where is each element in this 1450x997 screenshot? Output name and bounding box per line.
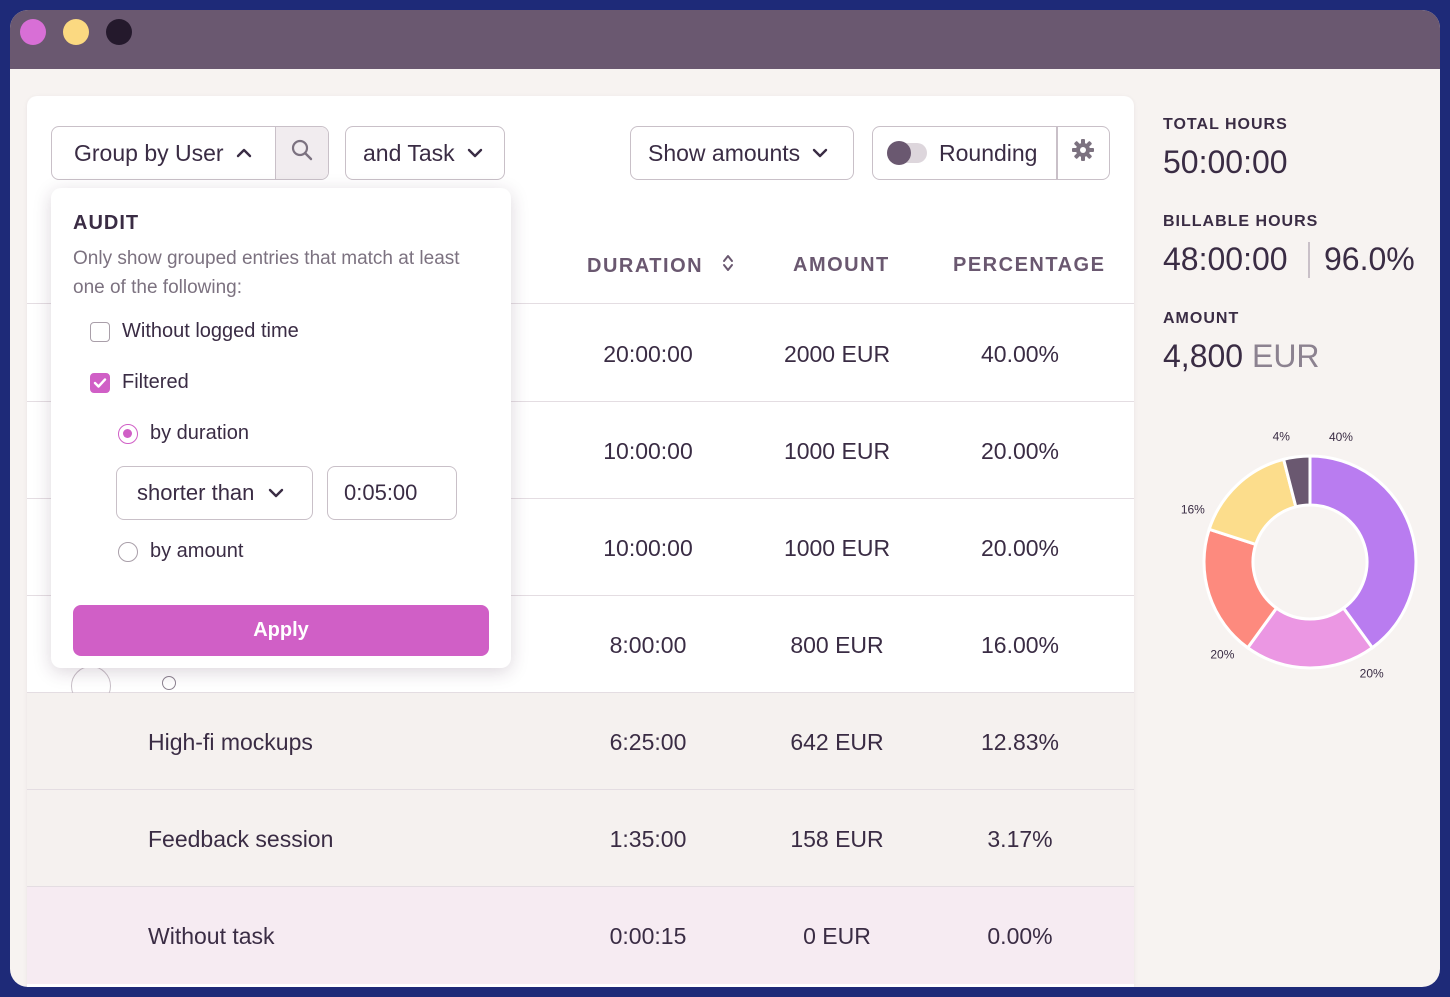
- apply-button[interactable]: Apply: [73, 605, 489, 656]
- chevron-down-icon: [812, 145, 828, 162]
- table-header: DURATION AMOUNT PERCENTAGE: [27, 226, 1134, 304]
- audit-title: AUDIT: [73, 212, 140, 234]
- row-percentage: 40.00%: [980, 341, 1059, 367]
- by-duration-option[interactable]: by duration: [118, 422, 249, 445]
- comparator-select[interactable]: shorter than: [116, 466, 313, 520]
- gear-icon: [1071, 138, 1095, 168]
- divider: [1308, 242, 1310, 278]
- row-duration: 10:00:00: [603, 438, 693, 464]
- row-amount: 1000 EUR: [783, 438, 891, 464]
- divider: [275, 127, 277, 179]
- row-duration: 1:35:00: [609, 826, 687, 852]
- table-row-task[interactable]: Feedback session 1:35:00 158 EUR 3.17%: [27, 790, 1134, 887]
- donut-slice-label: 20%: [1210, 647, 1234, 661]
- search-button[interactable]: [276, 127, 328, 179]
- row-percentage: 12.83%: [980, 729, 1059, 755]
- row-amount: 2000 EUR: [783, 341, 891, 367]
- filtered-option[interactable]: Filtered: [90, 371, 189, 394]
- total-hours-label: TOTAL HOURS: [1163, 116, 1288, 133]
- comparator-value: shorter than: [137, 480, 255, 505]
- row-percentage: 16.00%: [980, 632, 1059, 658]
- row-amount: 642 EUR: [790, 729, 884, 755]
- expand-icon: [162, 676, 176, 690]
- by-amount-option[interactable]: by amount: [118, 540, 243, 563]
- by-amount-radio[interactable]: [118, 541, 138, 562]
- duration-header-label: DURATION: [587, 255, 704, 277]
- show-amounts-dropdown[interactable]: Show amounts: [630, 126, 854, 180]
- donut-slice-label: 40%: [1329, 430, 1353, 444]
- donut-slice[interactable]: [1281, 454, 1312, 509]
- donut-slice[interactable]: [1308, 454, 1418, 650]
- row-name: Without task: [148, 923, 275, 949]
- filtered-checkbox[interactable]: [90, 372, 110, 393]
- amount-label: AMOUNT: [1163, 310, 1240, 327]
- without-logged-time-label: Without logged time: [122, 320, 299, 342]
- donut-slice-label: 20%: [1360, 666, 1384, 680]
- by-duration-label: by duration: [150, 422, 249, 444]
- chevron-up-icon: [236, 145, 252, 162]
- and-task-dropdown[interactable]: and Task: [345, 126, 505, 180]
- rounding-toggle[interactable]: [887, 141, 927, 165]
- filtered-label: Filtered: [122, 371, 189, 393]
- audit-description: Only show grouped entries that match at …: [73, 248, 460, 298]
- rounding-settings-button[interactable]: [1057, 127, 1109, 179]
- duration-input[interactable]: 0:05:00: [327, 466, 457, 520]
- billable-percent-value: 96.0%: [1324, 241, 1415, 277]
- donut-slice-label: 4%: [1273, 429, 1291, 443]
- amount-header: AMOUNT: [793, 254, 890, 276]
- audit-popover: AUDIT Only show grouped entries that mat…: [51, 188, 511, 668]
- donut-slice-label: 16%: [1181, 503, 1205, 517]
- divider: [1056, 127, 1058, 179]
- close-window-button[interactable]: [20, 19, 46, 45]
- minimize-window-button[interactable]: [63, 19, 89, 45]
- row-percentage: 20.00%: [980, 535, 1059, 561]
- rounding-label: Rounding: [939, 139, 1038, 166]
- amount-number: 4,800: [1163, 338, 1244, 374]
- show-amounts-label: Show amounts: [648, 139, 801, 166]
- row-percentage: 20.00%: [980, 438, 1059, 464]
- percentage-header: PERCENTAGE: [953, 254, 1106, 276]
- row-amount: 0 EUR: [803, 923, 871, 949]
- without-logged-time-checkbox[interactable]: [90, 321, 110, 342]
- duration-header[interactable]: DURATION: [587, 254, 734, 278]
- billable-hours-value: 48:00:00: [1163, 241, 1288, 277]
- row-duration: 20:00:00: [603, 341, 693, 367]
- row-name: High-fi mockups: [148, 729, 313, 755]
- row-name: Feedback session: [148, 826, 334, 852]
- row-duration: 8:00:00: [609, 632, 687, 658]
- without-logged-time-option[interactable]: Without logged time: [90, 320, 299, 343]
- toggle-knob: [887, 141, 911, 165]
- row-duration: 10:00:00: [603, 535, 693, 561]
- row-percentage: 3.17%: [987, 826, 1053, 852]
- and-task-label: and Task: [363, 139, 455, 166]
- row-percentage: 0.00%: [987, 923, 1053, 949]
- by-duration-radio[interactable]: [118, 423, 138, 444]
- rounding-control: Rounding: [872, 126, 1110, 180]
- row-duration: 6:25:00: [609, 729, 687, 755]
- search-icon: [290, 138, 314, 168]
- row-amount: 800 EUR: [790, 632, 884, 658]
- sort-icon: [722, 255, 734, 277]
- row-amount: 1000 EUR: [783, 535, 891, 561]
- maximize-window-button[interactable]: [106, 19, 132, 45]
- amount-donut-chart: 40% 20% 20% 16% 4%: [1181, 429, 1418, 680]
- chevron-down-icon: [467, 145, 483, 162]
- amount-value: 4,800 EUR: [1163, 338, 1320, 375]
- table-row-task[interactable]: High-fi mockups 6:25:00 642 EUR 12.83%: [27, 693, 1134, 790]
- group-by-dropdown[interactable]: Group by User: [51, 126, 329, 180]
- total-hours-value: 50:00:00: [1163, 144, 1288, 180]
- chevron-down-icon: [268, 485, 284, 502]
- group-by-label: Group by User: [74, 139, 224, 166]
- amount-unit: EUR: [1251, 338, 1320, 374]
- row-amount: 158 EUR: [790, 826, 884, 852]
- by-amount-label: by amount: [150, 540, 244, 562]
- title-bar: [10, 10, 1440, 69]
- table-row-without-task[interactable]: Without task 0:00:15 0 EUR 0.00%: [27, 887, 1134, 984]
- billable-hours-label: BILLABLE HOURS: [1163, 213, 1319, 230]
- app-window: Group by User and Task Show amounts: [10, 10, 1440, 987]
- donut-slice[interactable]: [1207, 457, 1298, 547]
- check-icon: [93, 377, 107, 388]
- row-duration: 0:00:15: [609, 923, 687, 949]
